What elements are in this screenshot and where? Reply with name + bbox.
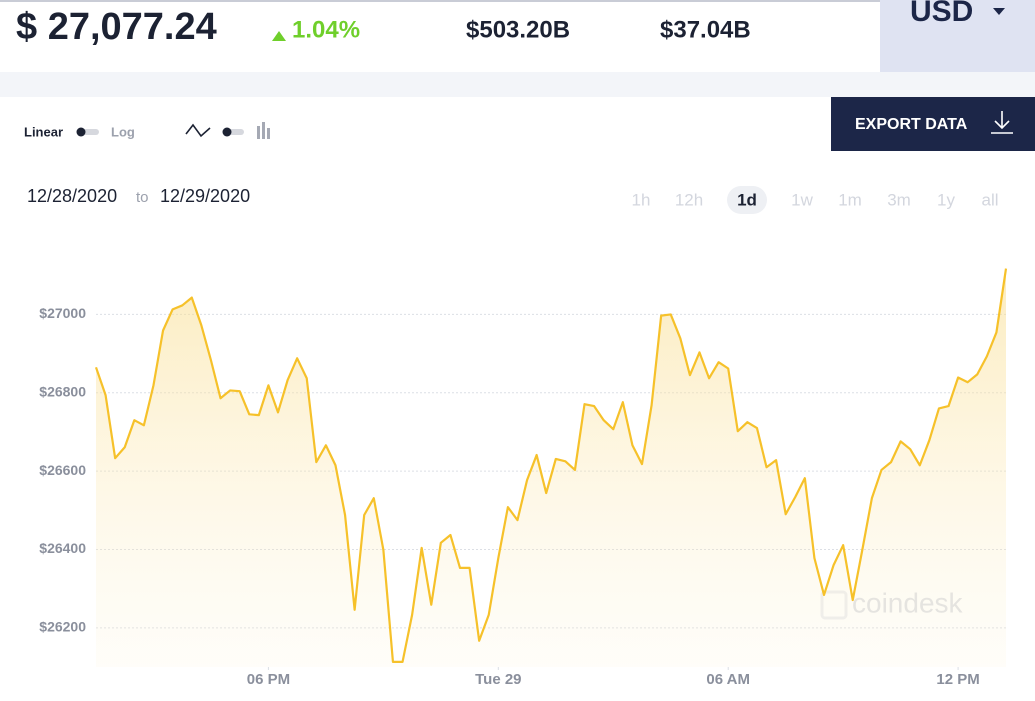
line-chart-icon[interactable] [185,123,211,138]
export-button[interactable] [831,97,1035,151]
price-change: 1.04% [292,16,360,43]
scale-toggle-knob[interactable] [76,127,86,137]
range-option[interactable]: 1y [937,190,955,209]
date-separator: to [136,189,149,206]
linear-option[interactable]: Linear [24,124,63,139]
header-strip [0,72,1035,97]
range-option[interactable]: all [981,190,998,209]
dropdown-caret [993,8,1005,15]
bar-chart-icon[interactable] [257,122,270,139]
range-active-bg[interactable] [727,186,767,214]
volume: $37.04B [660,16,751,43]
currency-box[interactable] [880,0,1035,72]
range-option[interactable]: 1m [838,190,862,209]
range-option[interactable]: 1d [737,190,757,209]
date-from: 12/28/2020 [27,186,117,206]
date-to: 12/29/2020 [160,186,250,206]
y-tick-label: $26200 [39,619,86,635]
y-tick-label: $26600 [39,462,86,478]
plot: $26200 $26400 $26600 $26800 $27000 06 PM Tue 2… [39,268,1008,688]
y-tick-label: $26800 [39,383,86,399]
export-label[interactable]: EXPORT DATA [855,116,968,133]
range-selector: 1h 12h 1d 1w 1m 3m 1y all [632,186,999,214]
range-option[interactable]: 1w [791,190,813,209]
x-tick-label: Tue 29 [475,671,521,688]
market-cap: $503.20B [466,16,570,43]
range-option[interactable]: 1h [632,190,651,209]
currency[interactable]: USD [910,0,973,28]
price-line [94,268,1008,664]
x-tick-label: 06 AM [706,671,750,688]
header-bar [0,0,1035,72]
type-toggle-knob[interactable] [222,127,232,137]
log-option[interactable]: Log [111,124,135,139]
price: $ 27,077.24 [16,6,217,48]
x-tick-label: 06 PM [247,671,290,688]
x-tick-label: 12 PM [936,671,979,688]
area [96,268,1006,667]
y-tick-label: $27000 [39,305,86,321]
range-option[interactable]: 12h [675,190,703,209]
y-tick-label: $26400 [39,540,86,556]
download-icon [991,111,1013,134]
up-arrow [272,31,286,41]
range-option[interactable]: 3m [887,190,911,209]
